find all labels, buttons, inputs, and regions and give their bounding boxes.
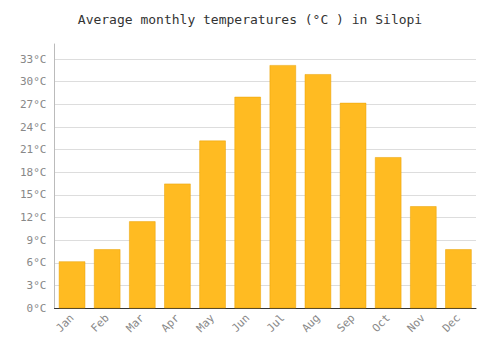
svg-text:6°C: 6°C	[27, 256, 47, 269]
svg-text:Aug: Aug	[299, 312, 322, 335]
svg-text:Jul: Jul	[264, 312, 287, 335]
svg-text:Oct: Oct	[370, 312, 393, 335]
svg-text:21°C: 21°C	[20, 143, 47, 156]
svg-text:27°C: 27°C	[20, 98, 47, 111]
svg-text:33°C: 33°C	[20, 53, 47, 66]
svg-text:May: May	[194, 311, 217, 334]
svg-text:3°C: 3°C	[27, 279, 47, 292]
svg-text:15°C: 15°C	[20, 188, 47, 201]
svg-text:30°C: 30°C	[20, 75, 47, 88]
svg-text:18°C: 18°C	[20, 166, 47, 179]
svg-text:Nov: Nov	[405, 311, 428, 334]
svg-text:9°C: 9°C	[27, 234, 47, 247]
svg-text:24°C: 24°C	[20, 121, 47, 134]
svg-text:12°C: 12°C	[20, 211, 47, 224]
svg-text:Jan: Jan	[53, 312, 76, 335]
svg-text:Apr: Apr	[159, 311, 182, 334]
svg-text:Sep: Sep	[334, 312, 357, 335]
svg-text:Mar: Mar	[124, 311, 147, 334]
svg-text:Average monthly temperatures (: Average monthly temperatures (°C ) in Si…	[78, 12, 422, 27]
svg-text:Jun: Jun	[229, 312, 252, 335]
svg-text:Feb: Feb	[89, 312, 112, 335]
svg-text:Dec: Dec	[440, 312, 463, 335]
svg-text:0°C: 0°C	[27, 302, 47, 315]
